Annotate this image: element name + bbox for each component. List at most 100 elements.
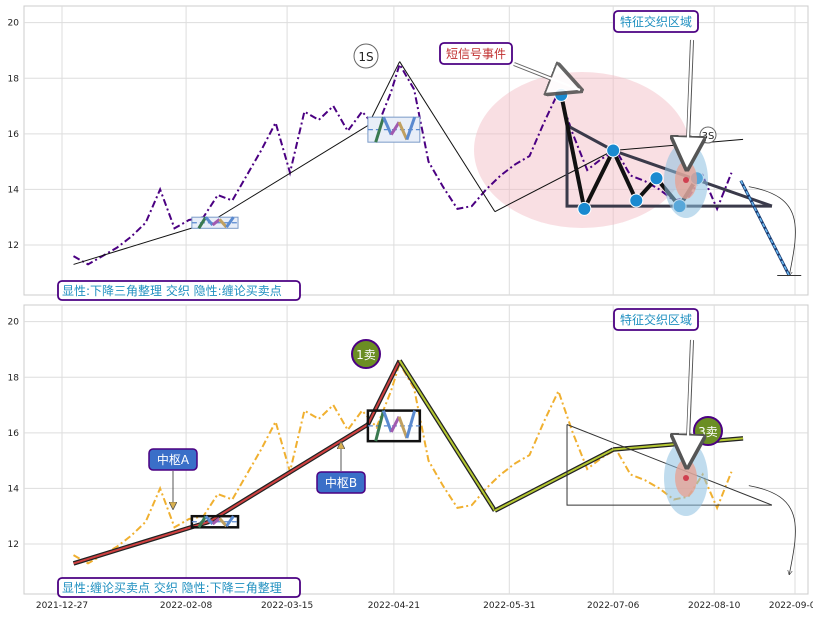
feature-zone-callout-bottom: 特征交织区域 [613,308,698,466]
pivot-stroke [382,116,393,136]
top-footer-box: 显性:下降三角整理 交织 隐性:缠论买卖点 [57,280,301,301]
pivot-stroke [225,515,235,528]
pivot-b-callout: 中枢B [316,442,366,494]
bottom-footer-label: 显性:缠论买卖点 交织 隐性:下降三角整理 [62,580,282,595]
y-tick-label: 20 [8,19,20,29]
feature-zone-core-bottom [683,475,689,481]
pattern-point [606,143,621,158]
pivot-stroke [197,515,207,529]
pivot-stroke [389,416,401,433]
price-line [73,360,733,565]
sell-3-label: 3S [702,131,715,142]
stroke-segment [399,61,496,212]
stroke-segment [494,150,614,213]
stroke-segment [367,61,401,126]
stroke-segment [73,222,210,265]
sell-3-badge: 3卖 [693,416,723,446]
sell-1-marker: 1S [353,43,379,69]
pivot-stroke [374,410,385,442]
x-tick-label: 2022-08-10 [688,601,741,611]
sell-1-badge-label: 1卖 [356,348,376,362]
feature-zone-callout-top: 特征交织区域 [613,10,698,168]
pivot-stroke [374,116,385,143]
x-axis-ticks: 2021-12-27 2022-02-08 2022-03-15 2022-04-21… [36,601,813,611]
x-tick-label: 2022-02-08 [160,601,213,611]
sell-1-label: 1S [358,50,373,64]
triangle-top-link [566,124,614,152]
pattern-point [577,201,592,216]
bottom-grid [24,305,808,594]
y-tick-label: 18 [8,74,20,84]
top-forecast-line [739,179,802,277]
x-tick-label: 2022-09-07 [769,601,813,611]
x-tick-label: 2022-03-15 [261,601,313,611]
y-tick-label: 14 [8,484,20,494]
feature-zone-core [683,177,689,183]
short-signal-region [474,72,690,228]
pivot-a-label: 中枢A [157,452,190,467]
top-central-pivots [191,116,421,230]
feature-zone-label-bottom: 特征交织区域 [620,312,692,327]
pivot-stroke [197,216,207,230]
pivot-stroke [397,121,409,141]
pivot-stroke [397,416,409,439]
pattern-point [649,171,664,186]
pattern-point [629,193,644,208]
top-stroke-lines [73,61,744,265]
forecast-curve [748,186,796,276]
y-tick-label: 16 [8,429,20,439]
sell-3-marker: 3S [699,126,717,144]
price-line [73,61,733,266]
pivot-stroke [225,216,235,229]
pivot-stroke [204,216,214,226]
bottom-footer-box: 显性:缠论买卖点 交织 隐性:下降三角整理 [57,577,301,598]
stroke-segment [73,520,210,565]
pivot-stroke [389,121,401,136]
pivot-a-callout: 中枢A [148,448,198,509]
sell-1-badge: 1卖 [351,339,381,369]
pattern-point [554,87,569,102]
bottom-panel: 1卖 3卖 中枢A 中枢B 特征交织区域 显性:缠论买卖点 交织 隐性:下降三角… [57,308,796,598]
pivot-stroke [382,410,393,433]
x-tick-label: 2022-05-31 [483,601,535,611]
y-tick-label: 14 [8,185,20,195]
bottom-panel-frame [23,304,809,595]
x-tick-label: 2022-07-06 [587,601,640,611]
x-tick-label: 2021-12-27 [36,601,88,611]
pivot-stroke [218,218,228,229]
stroke-segment [494,448,614,512]
pivot-b-label: 中枢B [325,475,357,490]
pivot-stroke [204,515,214,525]
short-signal-label: 短信号事件 [446,47,506,61]
triangle-outline [566,424,772,506]
x-tick-label: 2022-04-21 [368,601,420,611]
top-price-series [73,61,733,266]
stroke-segment [208,423,369,523]
y-tick-label: 20 [8,318,20,328]
pivot-stroke [218,517,228,528]
top-footer-label: 显性:下降三角整理 交织 隐性:缠论买卖点 [62,283,282,298]
stroke-segment [367,360,401,425]
short-signal-callout: 短信号事件 [439,42,580,90]
pivot-stroke [405,116,417,141]
y-tick-label: 12 [8,241,19,251]
pivot-stroke [405,410,417,439]
top-panel: 1S 3S 短信号事件 特征交织区域 显性:下降三角整理 交织 隐性:缠论买卖点 [57,10,802,301]
stroke-segment [208,125,369,224]
top-panel-frame [23,5,809,296]
sell-3-badge-label: 3卖 [698,425,718,439]
triangle-outline [565,125,772,208]
y-tick-label: 16 [8,130,20,140]
feature-zone-label-top: 特征交织区域 [620,14,692,29]
forecast-curve [748,485,796,575]
stroke-segment [398,360,496,512]
pivot-stroke [211,517,221,526]
bottom-price-series [73,360,733,565]
bottom-central-pivots [190,409,422,529]
y-tick-label: 18 [8,373,20,383]
forecast-line-outline [739,179,791,277]
pivot-stroke [211,218,221,227]
y-tick-label: 12 [8,540,19,550]
